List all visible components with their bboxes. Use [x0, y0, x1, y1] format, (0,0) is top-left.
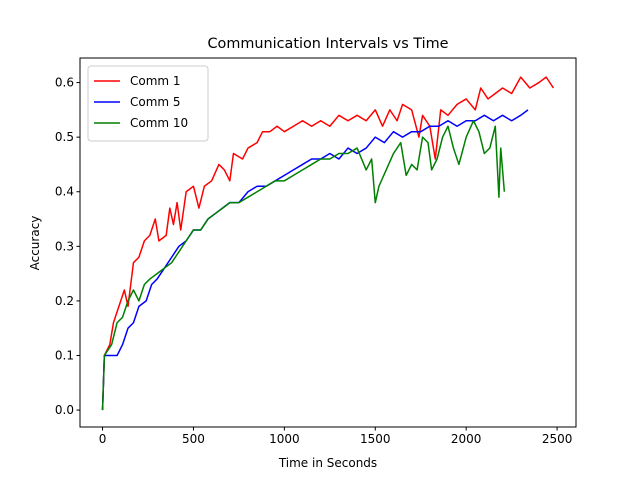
x-tick-label: 2000 — [451, 432, 482, 446]
y-axis-label: Accuracy — [28, 216, 42, 271]
x-axis-label: Time in Seconds — [278, 456, 377, 470]
legend-label: Comm 1 — [130, 74, 181, 88]
y-tick-label: 0.5 — [55, 130, 74, 144]
x-tick-label: 0 — [99, 432, 107, 446]
y-tick-label: 0.3 — [55, 239, 74, 253]
x-tick-label: 1000 — [269, 432, 300, 446]
chart-title: Communication Intervals vs Time — [208, 36, 449, 52]
y-tick-label: 0.4 — [55, 185, 74, 199]
y-tick-label: 0.0 — [55, 403, 74, 417]
x-tick-label: 500 — [182, 432, 205, 446]
series-line — [101, 76, 555, 411]
plot-frame — [79, 57, 577, 428]
y-tick-label: 0.2 — [55, 294, 74, 308]
series-line — [101, 120, 506, 411]
y-tick-label: 0.1 — [55, 348, 74, 362]
legend-label: Comm 5 — [130, 95, 181, 109]
y-tick-label: 0.6 — [55, 76, 74, 90]
x-tick-label: 1500 — [360, 432, 391, 446]
x-tick-label: 2500 — [542, 432, 573, 446]
legend-label: Comm 10 — [130, 116, 188, 130]
series-line — [101, 109, 529, 411]
